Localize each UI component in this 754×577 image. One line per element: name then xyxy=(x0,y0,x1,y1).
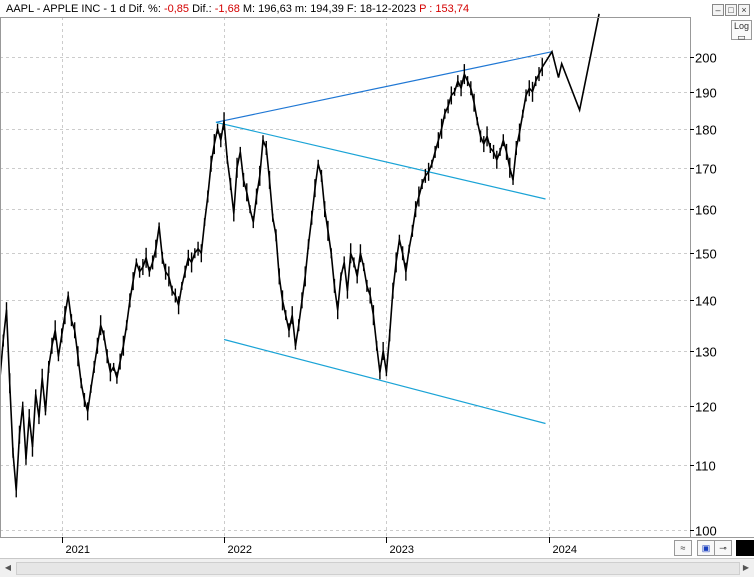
dif-pct-label: Dif. %: xyxy=(128,3,161,15)
price-chart[interactable]: 100 110 120 130 140 150 160 170 180 190 200 2021 202… xyxy=(0,0,754,558)
projection-line xyxy=(541,13,600,113)
y-tick-label: 130 xyxy=(695,345,717,360)
min-value: 194,39 xyxy=(310,3,344,15)
min-label: m: xyxy=(294,3,308,15)
log-scale-label: Log xyxy=(733,21,750,31)
log-scale-button[interactable]: Log ▭ xyxy=(731,20,752,42)
dif-pct-value: -0,85 xyxy=(163,3,190,15)
y-tick-label: 150 xyxy=(695,247,717,262)
log-scale-icon: ▭ xyxy=(737,32,746,42)
max-value: 196,63 xyxy=(258,3,292,15)
y-tick-label: 170 xyxy=(695,162,717,177)
y-tick-label: 190 xyxy=(695,86,717,101)
y-tick-label: 120 xyxy=(695,400,717,415)
y-tick-label: 140 xyxy=(695,294,717,309)
price-series xyxy=(0,13,600,498)
y-tick-label: 200 xyxy=(695,51,717,66)
x-tick-label: 2021 xyxy=(66,544,90,556)
x-tick-label: 2024 xyxy=(553,544,577,556)
axes: 100 110 120 130 140 150 160 170 180 190 200 2021 202… xyxy=(0,17,754,556)
zoom-icon[interactable]: ≈ xyxy=(674,540,692,556)
grid xyxy=(0,17,690,537)
scroll-track[interactable] xyxy=(16,562,740,575)
symbol-name: AAPL - APPLE INC - xyxy=(6,3,108,15)
price-value: 153,74 xyxy=(435,3,470,15)
bottom-scrollbar[interactable]: ◀ ▶ xyxy=(0,558,754,577)
trend-line-channel-lower xyxy=(223,338,546,425)
y-tick-label: 180 xyxy=(695,123,717,138)
trend-line-upper-trend xyxy=(215,51,553,123)
dif-value: -1,68 xyxy=(214,3,240,15)
price-label: P : xyxy=(419,3,433,15)
save-icon[interactable]: ▣ xyxy=(697,540,715,556)
price-line xyxy=(0,66,544,492)
trend-line-channel-upper xyxy=(215,121,546,200)
period: 1 d xyxy=(110,3,126,15)
y-tick-label: 160 xyxy=(695,203,717,218)
dif-label: Dif.: xyxy=(192,3,212,15)
x-tick-label: 2022 xyxy=(228,544,252,556)
close-icon[interactable]: × xyxy=(738,4,750,16)
pin-icon[interactable]: ⊸ xyxy=(714,540,732,556)
color-swatch-icon[interactable] xyxy=(736,540,754,556)
minimize-icon[interactable]: – xyxy=(712,4,724,16)
scroll-left-icon[interactable]: ◀ xyxy=(4,563,12,572)
y-tick-label: 110 xyxy=(695,459,716,474)
chart-header: AAPL - APPLE INC - 1 d Dif. %: -0,85 Dif… xyxy=(6,3,469,15)
max-label: M: xyxy=(242,3,256,15)
scroll-right-icon[interactable]: ▶ xyxy=(742,563,750,572)
maximize-icon[interactable]: □ xyxy=(725,4,737,16)
y-tick-label: 100 xyxy=(695,524,717,539)
trend-lines xyxy=(215,51,553,425)
date-value: 18-12-2023 xyxy=(359,3,417,15)
x-tick-label: 2023 xyxy=(390,544,414,556)
date-label: F: xyxy=(346,3,357,15)
